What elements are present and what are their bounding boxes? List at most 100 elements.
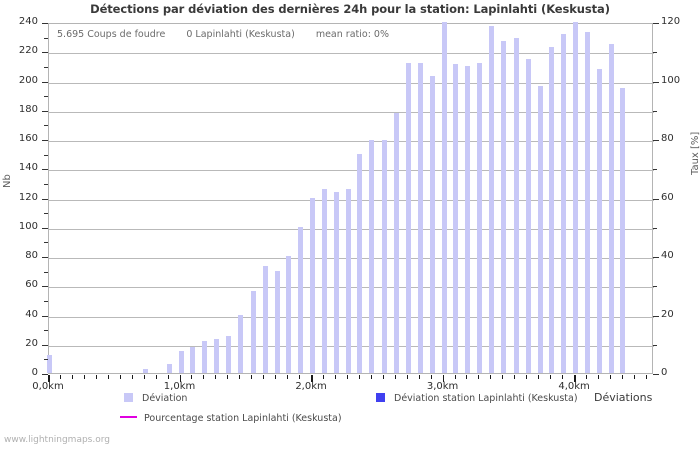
gridline bbox=[49, 82, 654, 84]
y-axis-left-tick bbox=[42, 198, 48, 200]
gridline bbox=[49, 53, 654, 55]
x-axis-tick bbox=[406, 375, 408, 379]
subtitle-ratio: mean ratio: 0% bbox=[315, 29, 389, 40]
x-axis-tick bbox=[59, 375, 61, 379]
legend-item-deviation-station: Déviation station Lapinlahti (Keskusta) bbox=[376, 393, 578, 404]
bar bbox=[333, 191, 339, 373]
legend-swatch-deviation bbox=[124, 393, 133, 402]
legend-label-deviation-station: Déviation station Lapinlahti (Keskusta) bbox=[394, 393, 578, 404]
x-axis-tick bbox=[239, 375, 241, 379]
y-axis-left-ticklabel: 180 bbox=[18, 103, 38, 115]
y-axis-right-tick bbox=[653, 52, 657, 54]
bar bbox=[382, 140, 388, 373]
bar bbox=[429, 76, 435, 373]
bar bbox=[596, 68, 602, 373]
bar bbox=[310, 197, 316, 373]
x-axis-ticklabel: 4,0km bbox=[558, 381, 590, 392]
y-axis-right-ticklabel: 100 bbox=[661, 74, 681, 86]
x-axis-tick bbox=[538, 375, 540, 379]
x-axis-tick bbox=[633, 375, 635, 379]
y-axis-left-ticklabel: 240 bbox=[18, 16, 38, 27]
x-axis-tick bbox=[442, 375, 445, 382]
x-axis-tick bbox=[203, 375, 205, 379]
bar bbox=[321, 188, 327, 373]
bar bbox=[513, 38, 519, 373]
bar bbox=[166, 364, 172, 373]
x-axis-tick bbox=[526, 375, 528, 379]
y-axis-left-label: Nb bbox=[2, 174, 13, 188]
x-axis-tick bbox=[311, 375, 313, 382]
bar bbox=[345, 188, 351, 373]
gridline bbox=[49, 199, 654, 201]
y-axis-left-tick bbox=[42, 169, 48, 171]
gridline bbox=[49, 316, 654, 318]
y-axis-right-tick bbox=[653, 81, 659, 83]
legend-item-percentage-station: Pourcentage station Lapinlahti (Keskusta… bbox=[120, 413, 342, 424]
bar bbox=[357, 153, 363, 373]
bar bbox=[250, 291, 256, 373]
y-axis-left-ticklabel: 40 bbox=[25, 308, 38, 320]
x-axis-tick bbox=[346, 375, 348, 379]
bar bbox=[202, 340, 208, 373]
x-axis-tick bbox=[71, 375, 73, 379]
bar bbox=[441, 22, 447, 373]
x-axis-tick bbox=[143, 375, 145, 379]
x-axis-tick bbox=[83, 375, 85, 379]
y-axis-right-tick bbox=[653, 198, 659, 200]
bar bbox=[190, 346, 196, 373]
x-axis-tick bbox=[215, 375, 217, 379]
y-axis-right-tick bbox=[653, 227, 657, 229]
x-axis-tick bbox=[586, 375, 588, 379]
subtitle-strokes: 5.695 Coups de foudre bbox=[57, 29, 166, 40]
chart-title: Détections par déviation des dernières 2… bbox=[90, 2, 610, 16]
x-axis-tick bbox=[323, 375, 324, 379]
legend-label-percentage-station: Pourcentage station Lapinlahti (Keskusta… bbox=[144, 413, 342, 424]
x-axis-tick bbox=[167, 375, 169, 379]
y-axis-left-tick bbox=[42, 23, 48, 24]
x-axis-tick bbox=[251, 375, 253, 379]
x-axis-tick bbox=[370, 375, 372, 379]
y-axis-right-tick bbox=[653, 140, 659, 141]
x-axis-tick bbox=[179, 375, 182, 382]
y-axis-left-ticklabel: 0 bbox=[31, 367, 38, 378]
x-axis-tick bbox=[502, 375, 504, 379]
bar bbox=[237, 314, 243, 373]
y-axis-left-ticklabel: 100 bbox=[18, 220, 38, 232]
x-axis-tick bbox=[95, 375, 97, 379]
gridline bbox=[49, 287, 654, 289]
x-axis-tick bbox=[382, 375, 384, 379]
x-axis-tick bbox=[299, 375, 301, 379]
y-axis-right-tick bbox=[653, 344, 657, 346]
x-axis-tick bbox=[131, 375, 133, 379]
x-axis-tick bbox=[478, 375, 480, 379]
x-axis-ticklabel: 0,0km bbox=[32, 381, 64, 392]
y-axis-left-tick bbox=[44, 96, 48, 98]
gridline bbox=[49, 141, 654, 142]
y-axis-left-tick bbox=[42, 374, 48, 375]
bar bbox=[477, 62, 483, 373]
bar bbox=[274, 270, 280, 373]
x-axis-tick bbox=[107, 375, 109, 379]
bar bbox=[262, 266, 268, 373]
x-axis-tick bbox=[48, 375, 50, 382]
bar bbox=[453, 64, 459, 373]
x-axis-label: Déviations bbox=[594, 391, 653, 404]
legend-label-deviation: Déviation bbox=[142, 393, 188, 404]
x-axis-tick bbox=[191, 375, 193, 379]
x-axis-tick bbox=[358, 375, 360, 379]
bar bbox=[573, 22, 579, 373]
y-axis-right-tick bbox=[653, 257, 659, 258]
y-axis-right-tick bbox=[653, 286, 657, 288]
y-axis-left-tick bbox=[44, 359, 48, 361]
gridline bbox=[49, 258, 654, 259]
bar bbox=[286, 256, 292, 373]
x-axis-tick bbox=[562, 375, 564, 379]
y-axis-left-tick bbox=[42, 52, 48, 54]
y-axis-left-ticklabel: 140 bbox=[18, 162, 38, 174]
y-axis-right-ticklabel: 0 bbox=[661, 367, 668, 378]
x-axis-tick bbox=[263, 375, 265, 379]
y-axis-right-label: Taux [%] bbox=[690, 131, 700, 175]
x-axis-tick bbox=[275, 375, 277, 379]
y-axis-left-ticklabel: 220 bbox=[18, 45, 38, 57]
x-axis-tick bbox=[418, 375, 420, 379]
